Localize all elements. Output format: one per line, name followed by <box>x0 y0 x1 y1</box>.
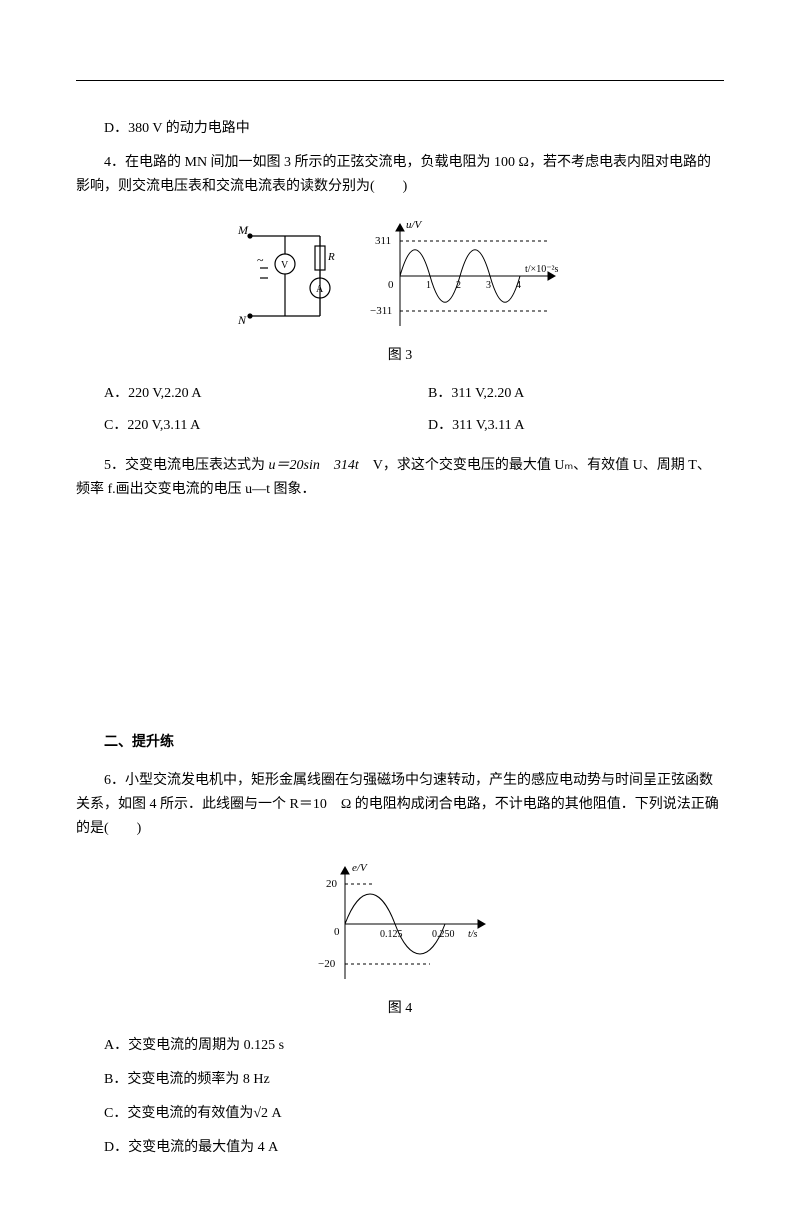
label-0b: 0 <box>334 926 340 938</box>
label-m311: −311 <box>370 305 392 317</box>
q6-option-c: C．交变电流的有效值为√2 A <box>76 1102 724 1126</box>
q6-option-a: A．交变电流的周期为 0.125 s <box>76 1034 724 1058</box>
svg-text:1: 1 <box>426 280 431 291</box>
q5-pre: 5．交变电流电压表达式为 <box>104 458 269 473</box>
svg-text:3: 3 <box>486 280 491 291</box>
q4-option-d: D．311 V,3.11 A <box>400 414 724 438</box>
q4-option-c: C．220 V,3.11 A <box>76 414 400 438</box>
label-eV: e/V <box>352 862 368 874</box>
option-d-prev: D．380 V 的动力电路中 <box>76 117 724 141</box>
q6-stem: 6．小型交流发电机中，矩形金属线圈在匀强磁场中匀速转动，产生的感应电动势与时间呈… <box>76 769 724 840</box>
q6-c-pre: C．交变电流的有效值为 <box>104 1106 253 1121</box>
label-m20: −20 <box>318 958 336 970</box>
label-uV: u/V <box>406 219 423 231</box>
q4-stem: 4．在电路的 MN 间加一如图 3 所示的正弦交流电，负载电阻为 100 Ω，若… <box>76 151 724 199</box>
svg-text:A: A <box>316 284 324 295</box>
figure-3: M N V A R ~ <box>76 216 724 336</box>
figure-4-svg: e/V 20 0 −20 0.125 0.250 t/s <box>300 859 500 989</box>
label-20: 20 <box>326 878 338 890</box>
figure-3-svg: M N V A R ~ <box>230 216 570 336</box>
q6-option-b: B．交变电流的频率为 8 Hz <box>76 1068 724 1092</box>
label-t2: 0.250 <box>432 929 455 940</box>
label-N: N <box>237 313 247 327</box>
page: D．380 V 的动力电路中 4．在电路的 MN 间加一如图 3 所示的正弦交流… <box>0 0 800 1210</box>
svg-text:V: V <box>281 260 289 271</box>
svg-text:~: ~ <box>257 253 264 267</box>
label-t1: 0.125 <box>380 929 403 940</box>
label-0: 0 <box>388 279 394 291</box>
top-rule <box>76 80 724 81</box>
q4-option-b: B．311 V,2.20 A <box>400 382 724 406</box>
label-ts: t/s <box>468 929 478 940</box>
q6-option-d: D．交变电流的最大值为 4 A <box>76 1136 724 1160</box>
answer-space <box>76 511 724 671</box>
figure-4-caption: 图 4 <box>76 997 724 1021</box>
sqrt2: √2 <box>253 1106 268 1121</box>
label-311: 311 <box>375 235 391 247</box>
svg-text:4: 4 <box>516 280 521 291</box>
q6-c-post: A <box>268 1106 282 1121</box>
q5-expr: u＝20sin 314t <box>269 458 359 473</box>
section-2-title: 二、提升练 <box>76 731 724 755</box>
svg-text:R: R <box>327 251 335 263</box>
svg-text:2: 2 <box>456 280 461 291</box>
figure-4: e/V 20 0 −20 0.125 0.250 t/s <box>76 859 724 989</box>
figure-3-caption: 图 3 <box>76 344 724 368</box>
q4-options: A．220 V,2.20 A B．311 V,2.20 A C．220 V,3.… <box>76 382 724 438</box>
label-taxis: t/×10⁻²s <box>525 264 558 275</box>
q4-option-a: A．220 V,2.20 A <box>76 382 400 406</box>
label-M: M <box>237 223 249 237</box>
q5-stem: 5．交变电流电压表达式为 u＝20sin 314t V，求这个交变电压的最大值 … <box>76 454 724 502</box>
